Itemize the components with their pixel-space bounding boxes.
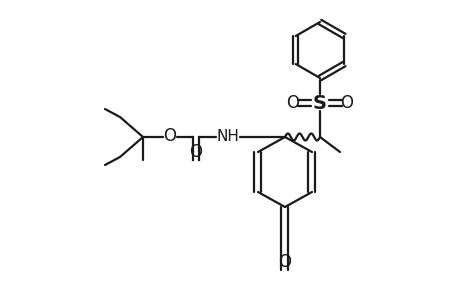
Text: S: S [312,94,326,112]
Text: O: O [163,127,176,145]
Text: O: O [340,94,353,112]
Text: O: O [286,94,299,112]
Text: NH: NH [216,128,239,143]
Text: O: O [189,143,202,161]
Text: O: O [278,253,291,271]
